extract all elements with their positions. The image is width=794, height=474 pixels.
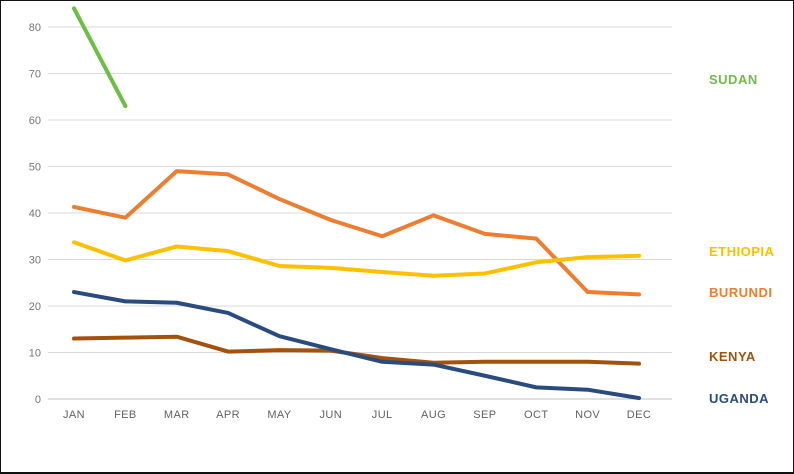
y-tick-label-10: 10 [29, 348, 41, 360]
x-tick-label-oct: OCT [524, 409, 548, 421]
x-tick-label-jul: JUL [372, 409, 393, 421]
x-tick-label-jun: JUN [320, 409, 343, 421]
x-tick-label-apr: APR [216, 409, 240, 421]
y-tick-label-50: 50 [29, 162, 41, 174]
y-tick-label-80: 80 [29, 22, 41, 34]
series-line-burundi [72, 169, 641, 297]
x-tick-label-feb: FEB [114, 409, 137, 421]
x-tick-label-sep: SEP [473, 409, 496, 421]
x-tick-label-aug: AUG [421, 409, 446, 421]
y-tick-label-0: 0 [35, 394, 41, 406]
legend-label-uganda: UGANDA [709, 391, 770, 406]
x-tick-label-mar: MAR [164, 409, 190, 421]
y-tick-label-60: 60 [29, 115, 41, 127]
legend-label-kenya: KENYA [709, 349, 756, 364]
x-tick-label-may: MAY [267, 409, 291, 421]
x-tick-label-dec: DEC [627, 409, 651, 421]
y-tick-label-30: 30 [29, 255, 41, 267]
y-tick-label-20: 20 [29, 301, 41, 313]
x-tick-label-nov: NOV [575, 409, 600, 421]
y-tick-label-70: 70 [29, 69, 41, 81]
legend-label-burundi: BURUNDI [709, 285, 773, 300]
series-line-sudan [72, 6, 128, 109]
series-line-kenya [72, 334, 641, 366]
y-tick-label-40: 40 [29, 208, 41, 220]
legend-label-ethiopia: ETHIOPIA [709, 244, 775, 259]
x-tick-label-jan: JAN [63, 409, 85, 421]
series-line-ethiopia [72, 240, 641, 278]
legend-label-sudan: SUDAN [709, 72, 758, 87]
series-line-uganda [72, 290, 641, 401]
